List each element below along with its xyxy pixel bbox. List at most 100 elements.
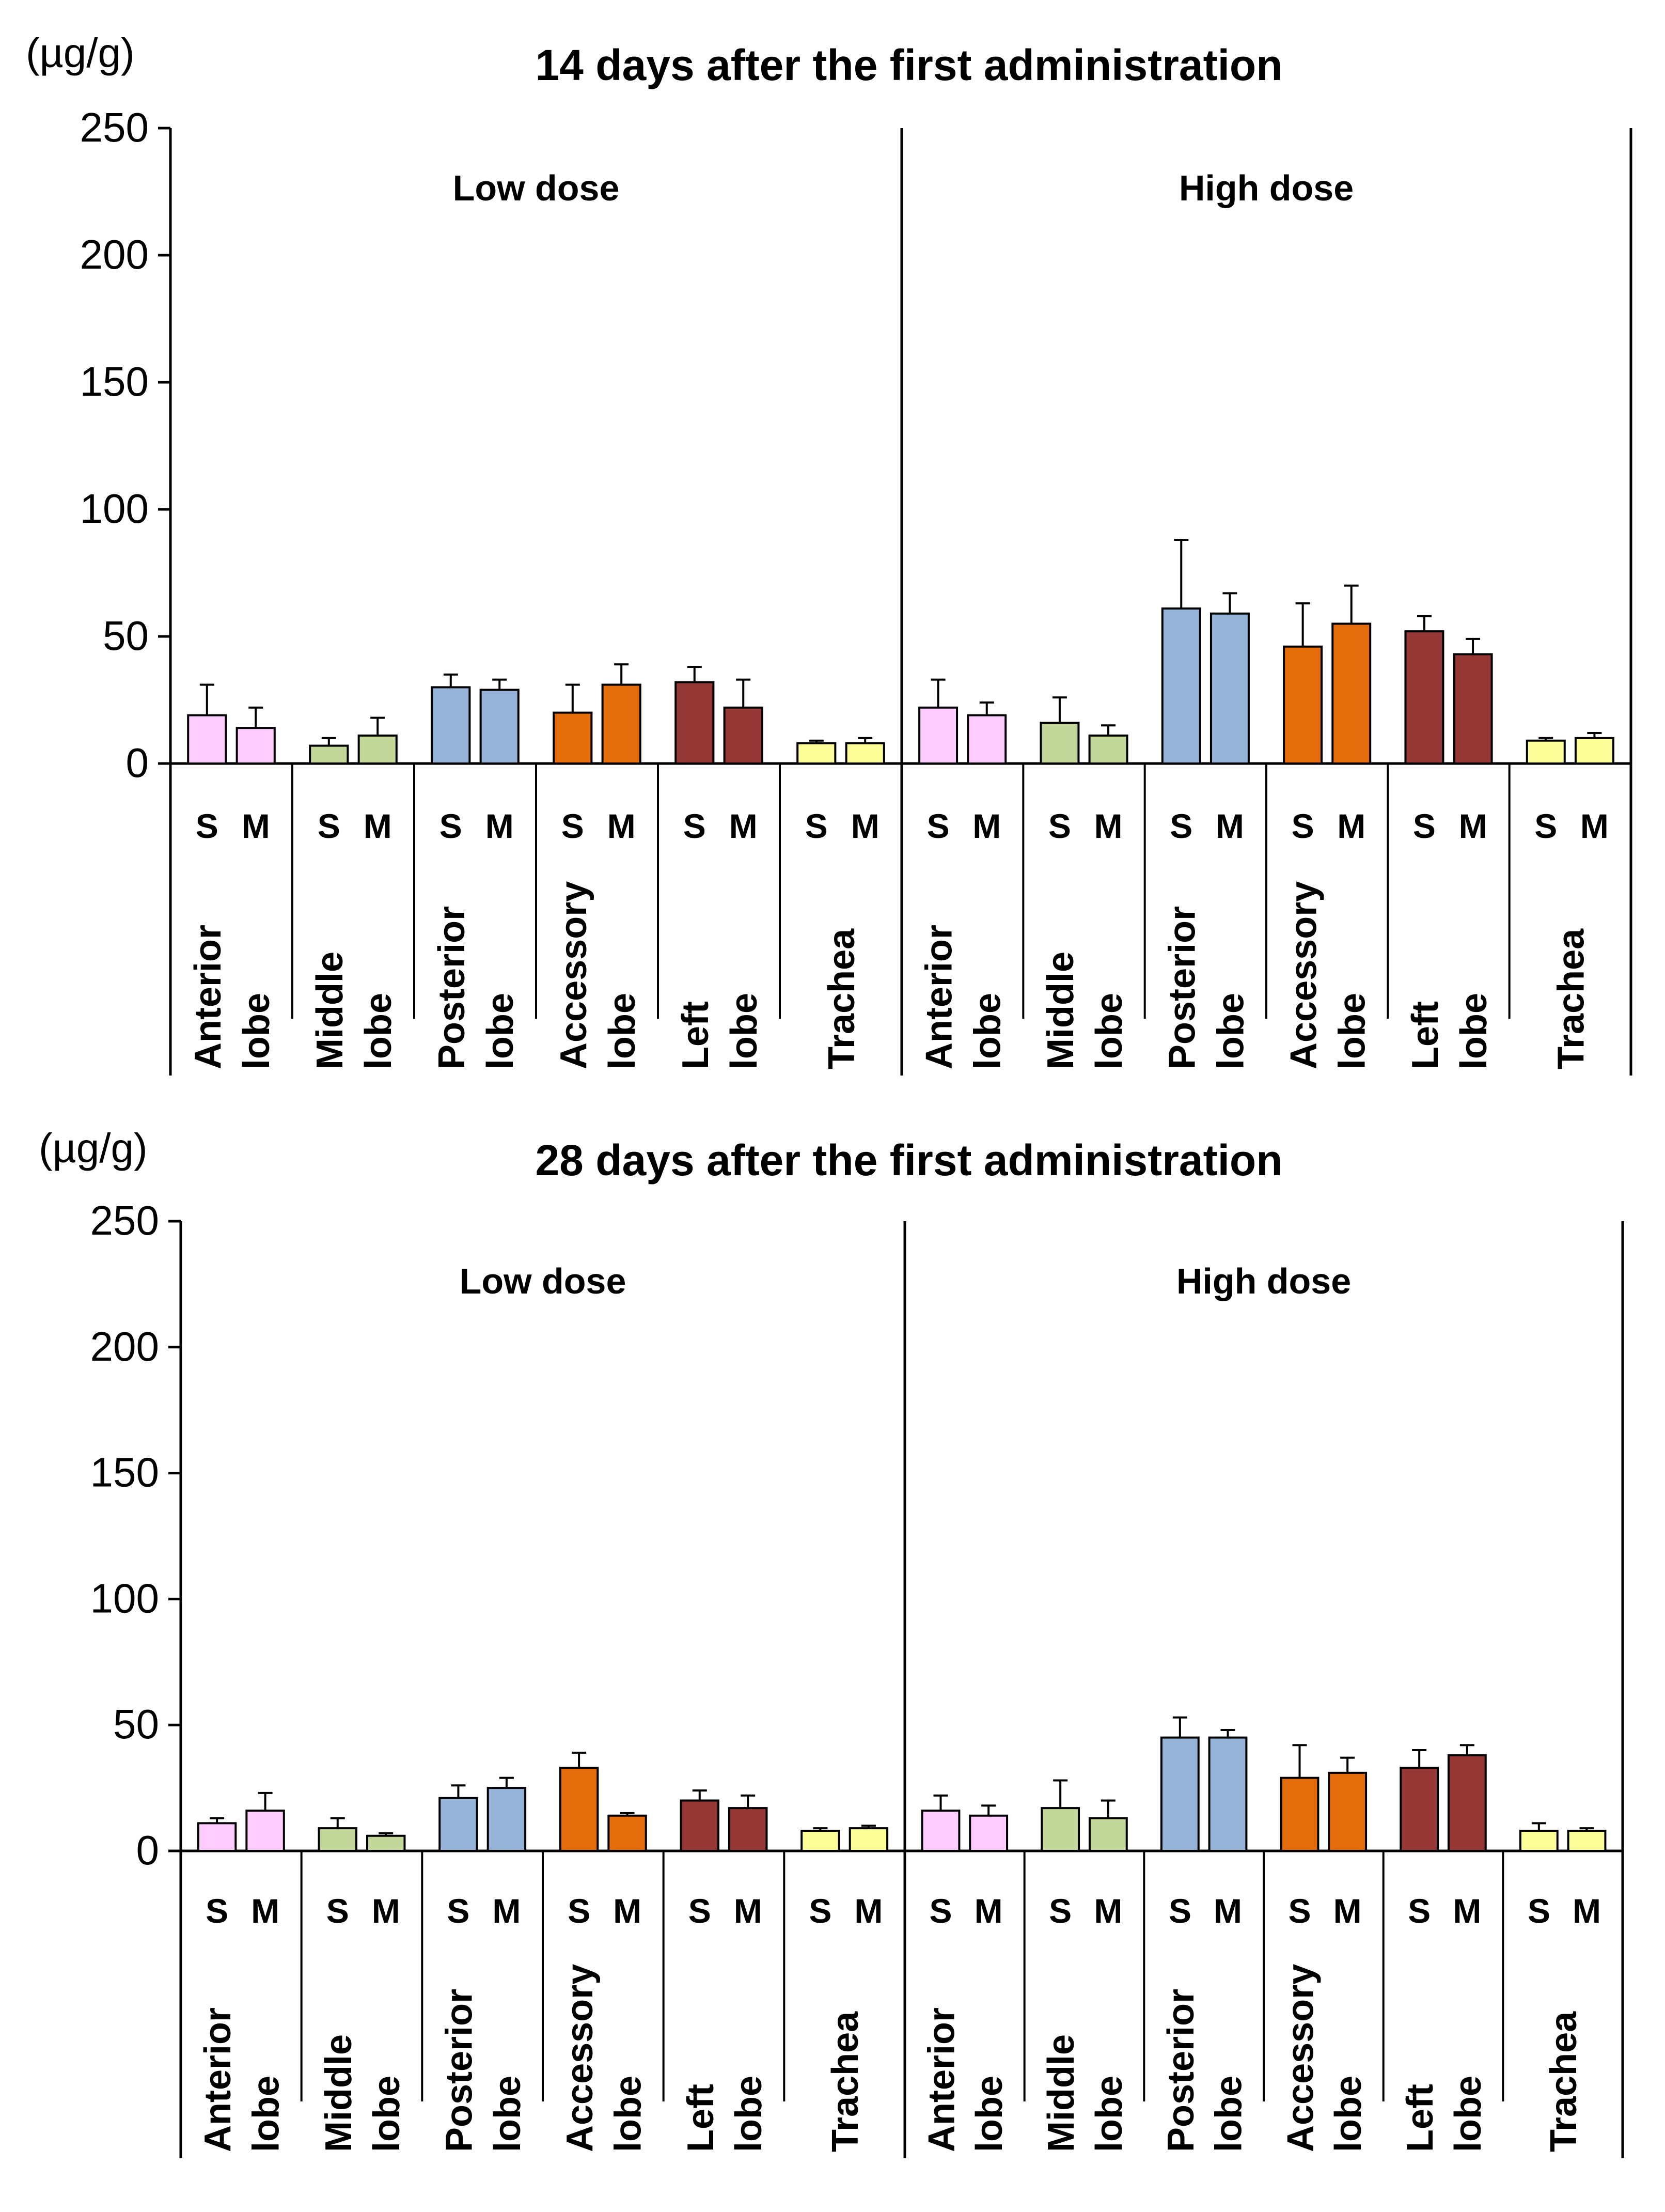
bar: [1574, 737, 1614, 765]
bar-label: S: [1048, 807, 1071, 845]
y-axis-unit: (µg/g): [26, 30, 135, 76]
bar-label: M: [1459, 807, 1487, 845]
bar-label: M: [251, 1892, 279, 1930]
bar-label: S: [1288, 1892, 1311, 1930]
category-label: Middle: [1041, 2034, 1082, 2152]
bar: [431, 686, 471, 765]
bar-label: M: [485, 807, 514, 845]
bar: [723, 706, 763, 765]
bar: [197, 1822, 237, 1852]
bar-label: M: [1094, 807, 1123, 845]
category-label: Anterior: [197, 2007, 239, 2152]
bar-label: S: [805, 807, 828, 845]
y-tick-label: 50: [103, 613, 149, 659]
y-tick-label: 100: [80, 486, 149, 532]
category-label: Accessory: [1283, 881, 1325, 1069]
bar: [318, 1827, 357, 1852]
bar: [235, 727, 276, 765]
y-tick-label: 250: [90, 1197, 159, 1243]
bar-label: S: [326, 1892, 349, 1930]
category-label: lobe: [1332, 993, 1373, 1069]
bar-label: M: [975, 1892, 1003, 1930]
category-label: Accessory: [559, 1964, 601, 2152]
bar-label: M: [1214, 1892, 1242, 1930]
bar-label: M: [492, 1892, 521, 1930]
category-label: lobe: [487, 2076, 528, 2152]
bar: [1328, 1771, 1368, 1852]
bar-label: M: [613, 1892, 641, 1930]
bar: [967, 714, 1007, 765]
bar-label: S: [809, 1892, 831, 1930]
bar: [1519, 1829, 1559, 1852]
bar: [1040, 722, 1080, 765]
bar-label: S: [439, 807, 462, 845]
bar-label: M: [734, 1892, 762, 1930]
chart-1: 14 days after the first administration (µ…: [26, 30, 1632, 1076]
category-label: Posterior: [431, 906, 473, 1069]
category-label: lobe: [366, 2076, 407, 2152]
chart-title: 14 days after the first administration: [535, 41, 1282, 89]
y-tick-label: 0: [136, 1827, 160, 1873]
bar-label: S: [683, 807, 706, 845]
category-label: Left: [1405, 1001, 1446, 1069]
category-label: lobe: [246, 2076, 287, 2152]
category-label: Left: [680, 2084, 721, 2152]
category-label: Left: [1400, 2084, 1441, 2152]
bar: [1400, 1767, 1439, 1852]
bar-label: S: [561, 807, 584, 845]
bar-label: S: [1413, 807, 1436, 845]
bar-label: M: [1337, 807, 1365, 845]
bar-label: S: [196, 807, 218, 845]
category-label: Trachea: [1550, 928, 1592, 1069]
bar: [1210, 612, 1250, 765]
bar-label: M: [854, 1892, 883, 1930]
category-label: lobe: [724, 993, 765, 1069]
bar: [728, 1807, 768, 1852]
category-label: lobe: [236, 993, 277, 1069]
category-label: Left: [675, 1001, 716, 1069]
category-label: Posterior: [1161, 906, 1203, 1069]
bar-label: M: [364, 807, 392, 845]
bar-label: S: [447, 1892, 469, 1930]
bar-label: M: [1333, 1892, 1362, 1930]
bar: [680, 1799, 719, 1852]
y-tick-label: 0: [126, 740, 149, 786]
bar: [479, 689, 520, 765]
bar-label: M: [1094, 1892, 1122, 1930]
bar: [1283, 645, 1323, 765]
bar: [849, 1827, 889, 1852]
bar: [1088, 1817, 1128, 1852]
bar: [1447, 1754, 1487, 1852]
bar-label: M: [1453, 1892, 1481, 1930]
bar: [918, 706, 959, 765]
y-tick-label: 100: [90, 1575, 159, 1621]
bar-label: M: [1573, 1892, 1601, 1930]
category-label: Middle: [1040, 952, 1081, 1069]
category-label: Posterior: [438, 1989, 480, 2152]
bar: [438, 1797, 478, 1852]
category-label: lobe: [480, 993, 521, 1069]
bar-label: M: [1216, 807, 1244, 845]
category-label: Middle: [318, 2034, 359, 2152]
bar: [607, 1814, 647, 1852]
bar-label: M: [1580, 807, 1609, 845]
category-label: lobe: [1089, 2076, 1130, 2152]
y-tick-label: 200: [90, 1323, 159, 1369]
chart-title: 28 days after the first administration: [535, 1136, 1282, 1185]
y-tick-label: 50: [113, 1701, 159, 1747]
category-label: Trachea: [821, 928, 862, 1069]
category-label: lobe: [1210, 993, 1251, 1069]
y-tick-label: 150: [80, 359, 149, 404]
bar: [601, 683, 641, 765]
bar: [845, 742, 885, 765]
bar: [1088, 734, 1128, 765]
bar-label: S: [927, 807, 950, 845]
bar-label: M: [372, 1892, 400, 1930]
bar: [1160, 1736, 1200, 1852]
bar-label: M: [972, 807, 1001, 845]
category-label: lobe: [1448, 2076, 1489, 2152]
bar: [357, 734, 398, 765]
group-label: High dose: [1176, 1261, 1351, 1301]
bar-label: S: [1408, 1892, 1431, 1930]
